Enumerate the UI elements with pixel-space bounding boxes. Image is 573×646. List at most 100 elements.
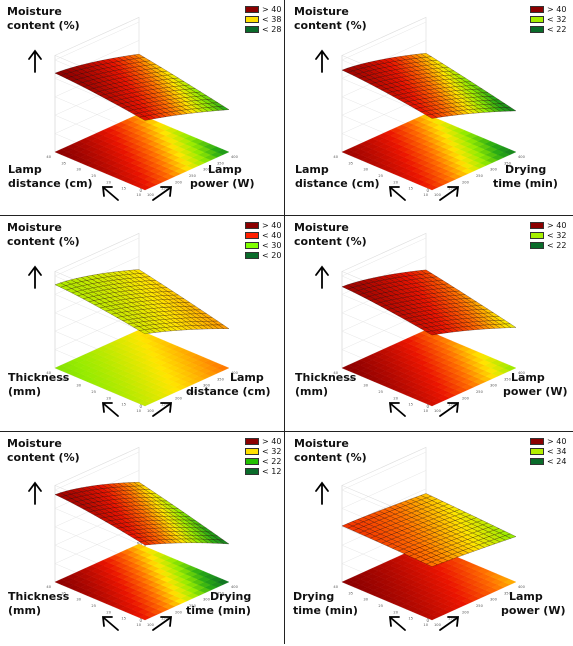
right-arrow-head [160, 616, 173, 627]
y-tick-label: 25 [91, 604, 96, 608]
x-tick-label: 300 [203, 384, 211, 388]
z-axis-label: Moisture content (%) [294, 5, 367, 33]
y-tick-label: 30 [363, 598, 368, 602]
y-tick-label: 15 [408, 617, 413, 621]
surface-plot-3: 0102030405060100101501520020250253003035… [28, 232, 239, 417]
right-arrow-head [447, 402, 460, 413]
left-arrow-shaft [103, 617, 119, 631]
legend-item: > 40 [245, 4, 281, 14]
legend-label: < 34 [547, 446, 567, 456]
legend-swatch [530, 437, 544, 445]
right-axis-label-line1: Lamp [230, 371, 264, 384]
left-axis-label-line1: Thickness [8, 371, 70, 384]
x-tick-label: 100 [434, 623, 442, 627]
x-tick-label: 350 [504, 591, 512, 595]
right-axis-label: Lamp distance (cm) [186, 371, 271, 399]
right-axis-label-line2: time (min) [493, 177, 558, 190]
legend-swatch [245, 5, 259, 13]
z-axis-label-line2: content (%) [7, 19, 80, 32]
surface-panel-4: 0102030405060100101501520020250253003035… [287, 216, 572, 430]
legend-item: < 32 [530, 230, 566, 240]
legend-label: > 40 [262, 220, 282, 230]
surface-panel-6: 0102030405060100101501520020250253003035… [287, 432, 572, 646]
response-surface [54, 53, 230, 121]
legend-label: > 40 [547, 436, 567, 446]
surface-cell [138, 116, 151, 121]
y-tick-label: 30 [363, 384, 368, 388]
y-tick-label: 20 [106, 180, 111, 184]
z-axis-label: Moisture content (%) [7, 221, 80, 249]
floor-cell [132, 543, 146, 550]
legend-swatch [245, 25, 259, 33]
x-tick-label: 100 [434, 193, 442, 197]
legend-swatch [245, 231, 259, 239]
legend-item: < 32 [530, 14, 566, 24]
legend-label: < 32 [547, 14, 567, 24]
surface-plot-4: 0102030405060100101501520020250253003035… [315, 232, 526, 417]
response-surface [54, 269, 230, 335]
legend-item: > 40 [530, 436, 566, 446]
panel-divider-vertical [284, 0, 285, 644]
left-axis-label-line2: distance (cm) [8, 177, 93, 190]
y-tick-label: 15 [408, 187, 413, 191]
legend-swatch [530, 447, 544, 455]
left-axis-label: Thickness (mm) [295, 371, 356, 399]
legend-item: < 24 [530, 456, 566, 466]
legend-item: < 12 [245, 466, 281, 476]
surface-plot-1: 0102030405060100101501520020250253003035… [28, 16, 239, 201]
y-tick-label: 40 [333, 155, 338, 159]
z-tick-label: 0 [139, 188, 142, 193]
up-arrow-head [315, 481, 329, 492]
legend-swatch [245, 221, 259, 229]
z-tick-label: 0 [426, 618, 429, 623]
up-arrow-head [28, 481, 42, 492]
legend-label: < 32 [547, 230, 567, 240]
right-arrow-shaft [439, 403, 458, 417]
left-arrow-head [101, 402, 113, 413]
y-tick-label: 35 [348, 161, 353, 165]
y-tick-label: 25 [378, 390, 383, 394]
legend-label: < 20 [262, 250, 282, 260]
panel-divider-horizontal-2 [0, 431, 573, 432]
x-tick-label: 150 [448, 617, 456, 621]
z-axis-label: Moisture content (%) [7, 437, 80, 465]
y-tick-label: 10 [136, 409, 141, 413]
x-tick-label: 400 [518, 371, 526, 375]
right-arrow-shaft [439, 617, 458, 631]
legend-label: > 40 [262, 436, 282, 446]
x-tick-label: 200 [175, 396, 183, 400]
x-tick-label: 350 [504, 161, 512, 165]
x-tick-label: 150 [448, 403, 456, 407]
left-arrow-shaft [390, 617, 406, 631]
z-axis-label-line1: Moisture [7, 437, 62, 450]
x-tick-label: 350 [217, 591, 225, 595]
legend-label: < 32 [262, 446, 282, 456]
legend-label: < 22 [547, 24, 567, 34]
left-axis-label: Lamp distance (cm) [8, 163, 93, 191]
panel-divider-horizontal-1 [0, 215, 573, 216]
left-arrow-shaft [103, 403, 119, 417]
y-tick-label: 10 [136, 193, 141, 197]
legend-swatch [245, 15, 259, 23]
right-axis-label-line2: power (W) [503, 385, 568, 398]
legend-swatch [245, 241, 259, 249]
contour-floor [54, 113, 230, 191]
surface-cell [425, 561, 438, 567]
right-axis-label: Drying time (min) [493, 163, 558, 191]
right-axis-label-line1: Lamp [208, 163, 242, 176]
right-axis-label-line2: power (W) [501, 604, 566, 617]
y-tick-label: 35 [61, 591, 66, 595]
right-axis-label-line2: distance (cm) [186, 385, 271, 398]
x-tick-label: 350 [217, 161, 225, 165]
z-tick-label: 0 [426, 188, 429, 193]
legend-label: < 28 [262, 24, 282, 34]
left-axis-label-line2: (mm) [8, 385, 41, 398]
surface-panel-3: 0102030405060100101501520020250253003035… [0, 216, 285, 430]
legend: > 40 < 32 < 22 [530, 4, 566, 34]
surface-plot-6: 0102030405060100101501520020250253003035… [315, 446, 526, 631]
left-arrow-shaft [103, 187, 119, 201]
legend-swatch [245, 467, 259, 475]
x-tick-label: 350 [504, 377, 512, 381]
legend-swatch [245, 457, 259, 465]
x-tick-label: 250 [476, 174, 484, 178]
